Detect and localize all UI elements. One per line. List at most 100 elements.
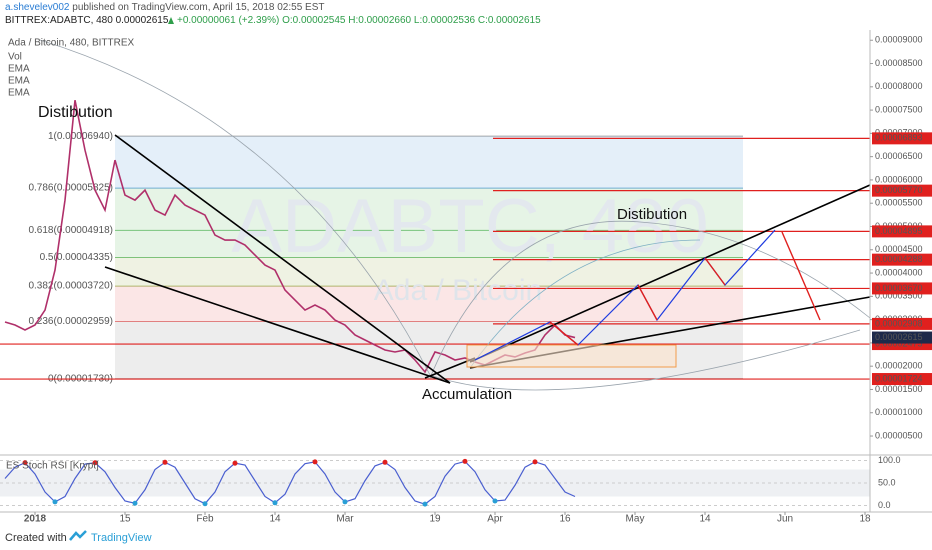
header-line: +0.00000061 (+2.39%) O:0.00002545 H:0.00… <box>177 15 541 26</box>
level-tag <box>872 373 932 386</box>
y-tick-label: 0.00002000 <box>875 361 923 371</box>
annotation: Distibution <box>38 104 113 121</box>
ohlc: C:0.00002615 <box>478 15 541 26</box>
y-tick-label: 0.00005500 <box>875 198 923 208</box>
price-tag-label: 0.00002615 <box>875 332 923 342</box>
x-tick-label: 16 <box>559 514 571 525</box>
plot-layer: ADABTC, 480 Ada / Bitcoin <box>0 100 870 507</box>
trend-line <box>104 266 451 384</box>
author: a.shevelev002 <box>5 2 70 13</box>
stoch-trough <box>342 499 348 505</box>
y-tick-label: 0.0 <box>878 500 891 510</box>
stoch-trough <box>132 500 138 506</box>
level-tag <box>872 317 932 330</box>
ohlc: O:0.00002545 <box>282 15 346 26</box>
ohlc: H:0.00002660 <box>348 15 411 26</box>
fib-label: 0.618(0.00004918) <box>28 225 113 236</box>
y-tick-label: 0.00001000 <box>875 407 923 417</box>
x-tick-label: 15 <box>119 514 131 525</box>
fib-label: 0.382(0.00003720) <box>28 281 113 292</box>
x-tick-label: Apr <box>487 514 503 525</box>
x-tick-label: 2018 <box>24 514 47 525</box>
y-tick-label: 0.00007500 <box>875 104 923 114</box>
x-tick-label: 14 <box>699 514 711 525</box>
y-tick-label: 100.0 <box>878 455 901 465</box>
stoch-trough <box>422 501 428 507</box>
price-line <box>4 460 576 505</box>
level-tag <box>872 184 932 197</box>
change: +0.00000061 (+2.39%) <box>177 15 279 26</box>
fib-label: 0.236(0.00002959) <box>28 316 113 327</box>
x-tick-label: 19 <box>429 514 441 525</box>
annotation: Accumulation <box>422 386 512 403</box>
background-layer: 1(0.00006940) 0.786(0.00005825) 0.618(0.00… <box>0 131 870 506</box>
watermark-subtitle: Ada / Bitcoin <box>374 274 542 307</box>
indicator: EMA <box>8 64 30 75</box>
y-tick-label: 0.00000500 <box>875 430 923 440</box>
x-tick-label: Feb <box>196 514 214 525</box>
indicator: EMA <box>8 76 30 87</box>
stoch-peak <box>22 460 28 466</box>
level-label: 0.00001724 <box>875 373 923 383</box>
x-tick-label: 14 <box>269 514 281 525</box>
stoch-peak <box>162 459 168 465</box>
projection-down <box>637 284 658 321</box>
projection-down <box>704 257 726 286</box>
logo <box>69 530 87 541</box>
accumulation-box <box>466 344 677 368</box>
watermark: ADABTC, 480 <box>231 184 708 269</box>
stoch-peak <box>382 459 388 465</box>
fib-label: 0.5(0.00004335) <box>40 252 113 263</box>
indicator: Vol <box>8 52 22 63</box>
y-tick-label: 0.00001500 <box>875 384 923 394</box>
stoch-peak <box>462 458 468 464</box>
projection-down <box>549 321 579 346</box>
drawings: Distibution Distibution Accumulation <box>38 39 871 403</box>
indicator-title: ES Stoch RSI [Krypt] <box>6 461 99 472</box>
legend: Ada / Bitcoin, 480, BITTREX Vol EMA EMA … <box>8 38 134 99</box>
indicator: EMA <box>8 88 30 99</box>
fib-band <box>115 257 743 287</box>
stoch-peak <box>92 460 98 466</box>
fib-band <box>115 136 743 189</box>
level-label: 0.00002908 <box>875 318 923 328</box>
header-line: BITTREX:ADABTC, 480 0.00002615 <box>5 15 169 26</box>
fib-label: 0.786(0.00005825) <box>28 183 113 194</box>
stoch-trough <box>492 498 498 504</box>
level-tag <box>872 225 932 238</box>
trend-line <box>469 184 871 363</box>
y-tick-label: 50.0 <box>878 477 896 487</box>
level-label: 0.00005770 <box>875 185 923 195</box>
level-label: 0.00006893 <box>875 133 923 143</box>
arc <box>39 39 861 391</box>
y-tick-label: 0.00009000 <box>875 35 923 45</box>
footer-brand: TradingView <box>91 532 152 544</box>
level-label: 0.00004895 <box>875 226 923 236</box>
x-tick-label: Mar <box>336 514 354 525</box>
stoch-trough <box>202 501 208 507</box>
stoch-peak <box>312 459 318 465</box>
ohlc: L:0.00002536 <box>414 15 476 26</box>
y-tick-label: 0.00008000 <box>875 81 923 91</box>
level-label: 0.00003670 <box>875 283 923 293</box>
level-tag <box>872 253 932 266</box>
published: published on TradingView.com, April 15, … <box>72 2 324 13</box>
up-arrow <box>168 17 174 24</box>
price-tag <box>872 331 932 344</box>
header: a.shevelev002 published on TradingView.c… <box>5 2 541 26</box>
fib-label: 1(0.00006940) <box>48 131 113 142</box>
x-tick-label: 18 <box>859 514 871 525</box>
stoch-peak <box>532 459 538 465</box>
fib-band <box>115 188 743 231</box>
y-tick-label: 0.00006000 <box>875 174 923 184</box>
footer: Created with TradingView <box>5 530 152 544</box>
trend-line <box>114 134 451 384</box>
level-tag <box>872 282 932 295</box>
y-tick-label: 0.00004000 <box>875 267 923 277</box>
level-tag <box>872 132 932 145</box>
symbol: BITTREX:ADABTC, 480 <box>5 15 113 26</box>
price: 0.00002615 <box>116 15 169 26</box>
y-tick-label: 0.00004500 <box>875 244 923 254</box>
axes: 0.00009000 0.00008500 0.00008000 0.00007500… <box>0 30 932 525</box>
